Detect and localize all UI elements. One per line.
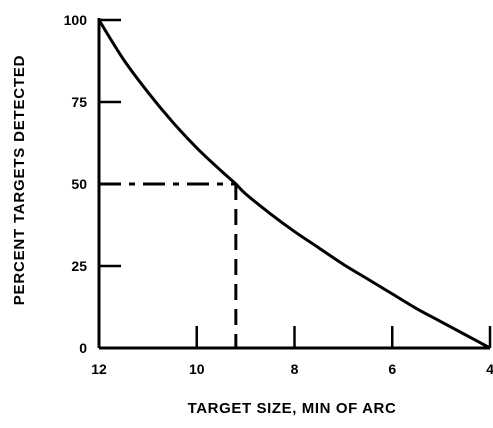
y-tick-label: 0 [79,340,87,356]
x-axis-title: TARGET SIZE, MIN OF ARC [188,400,397,417]
y-tick-label: 75 [71,94,87,110]
x-tick-label: 4 [486,361,493,377]
x-tick-label: 10 [189,361,205,377]
x-tick-label: 12 [91,361,107,377]
reference-lines-group [99,182,238,348]
ticks-group: 0 25 50 75 100 12 10 8 6 4 [64,12,493,377]
x-tick-label: 8 [291,361,299,377]
y-tick-label: 50 [71,176,87,192]
x-tick-label: 6 [388,361,396,377]
y-tick-label: 25 [71,258,87,274]
y-tick-label: 100 [64,12,88,28]
detection-curve-line [97,19,491,350]
y-axis-title: PERCENT TARGETS DETECTED [11,55,28,306]
series-group [97,19,491,350]
